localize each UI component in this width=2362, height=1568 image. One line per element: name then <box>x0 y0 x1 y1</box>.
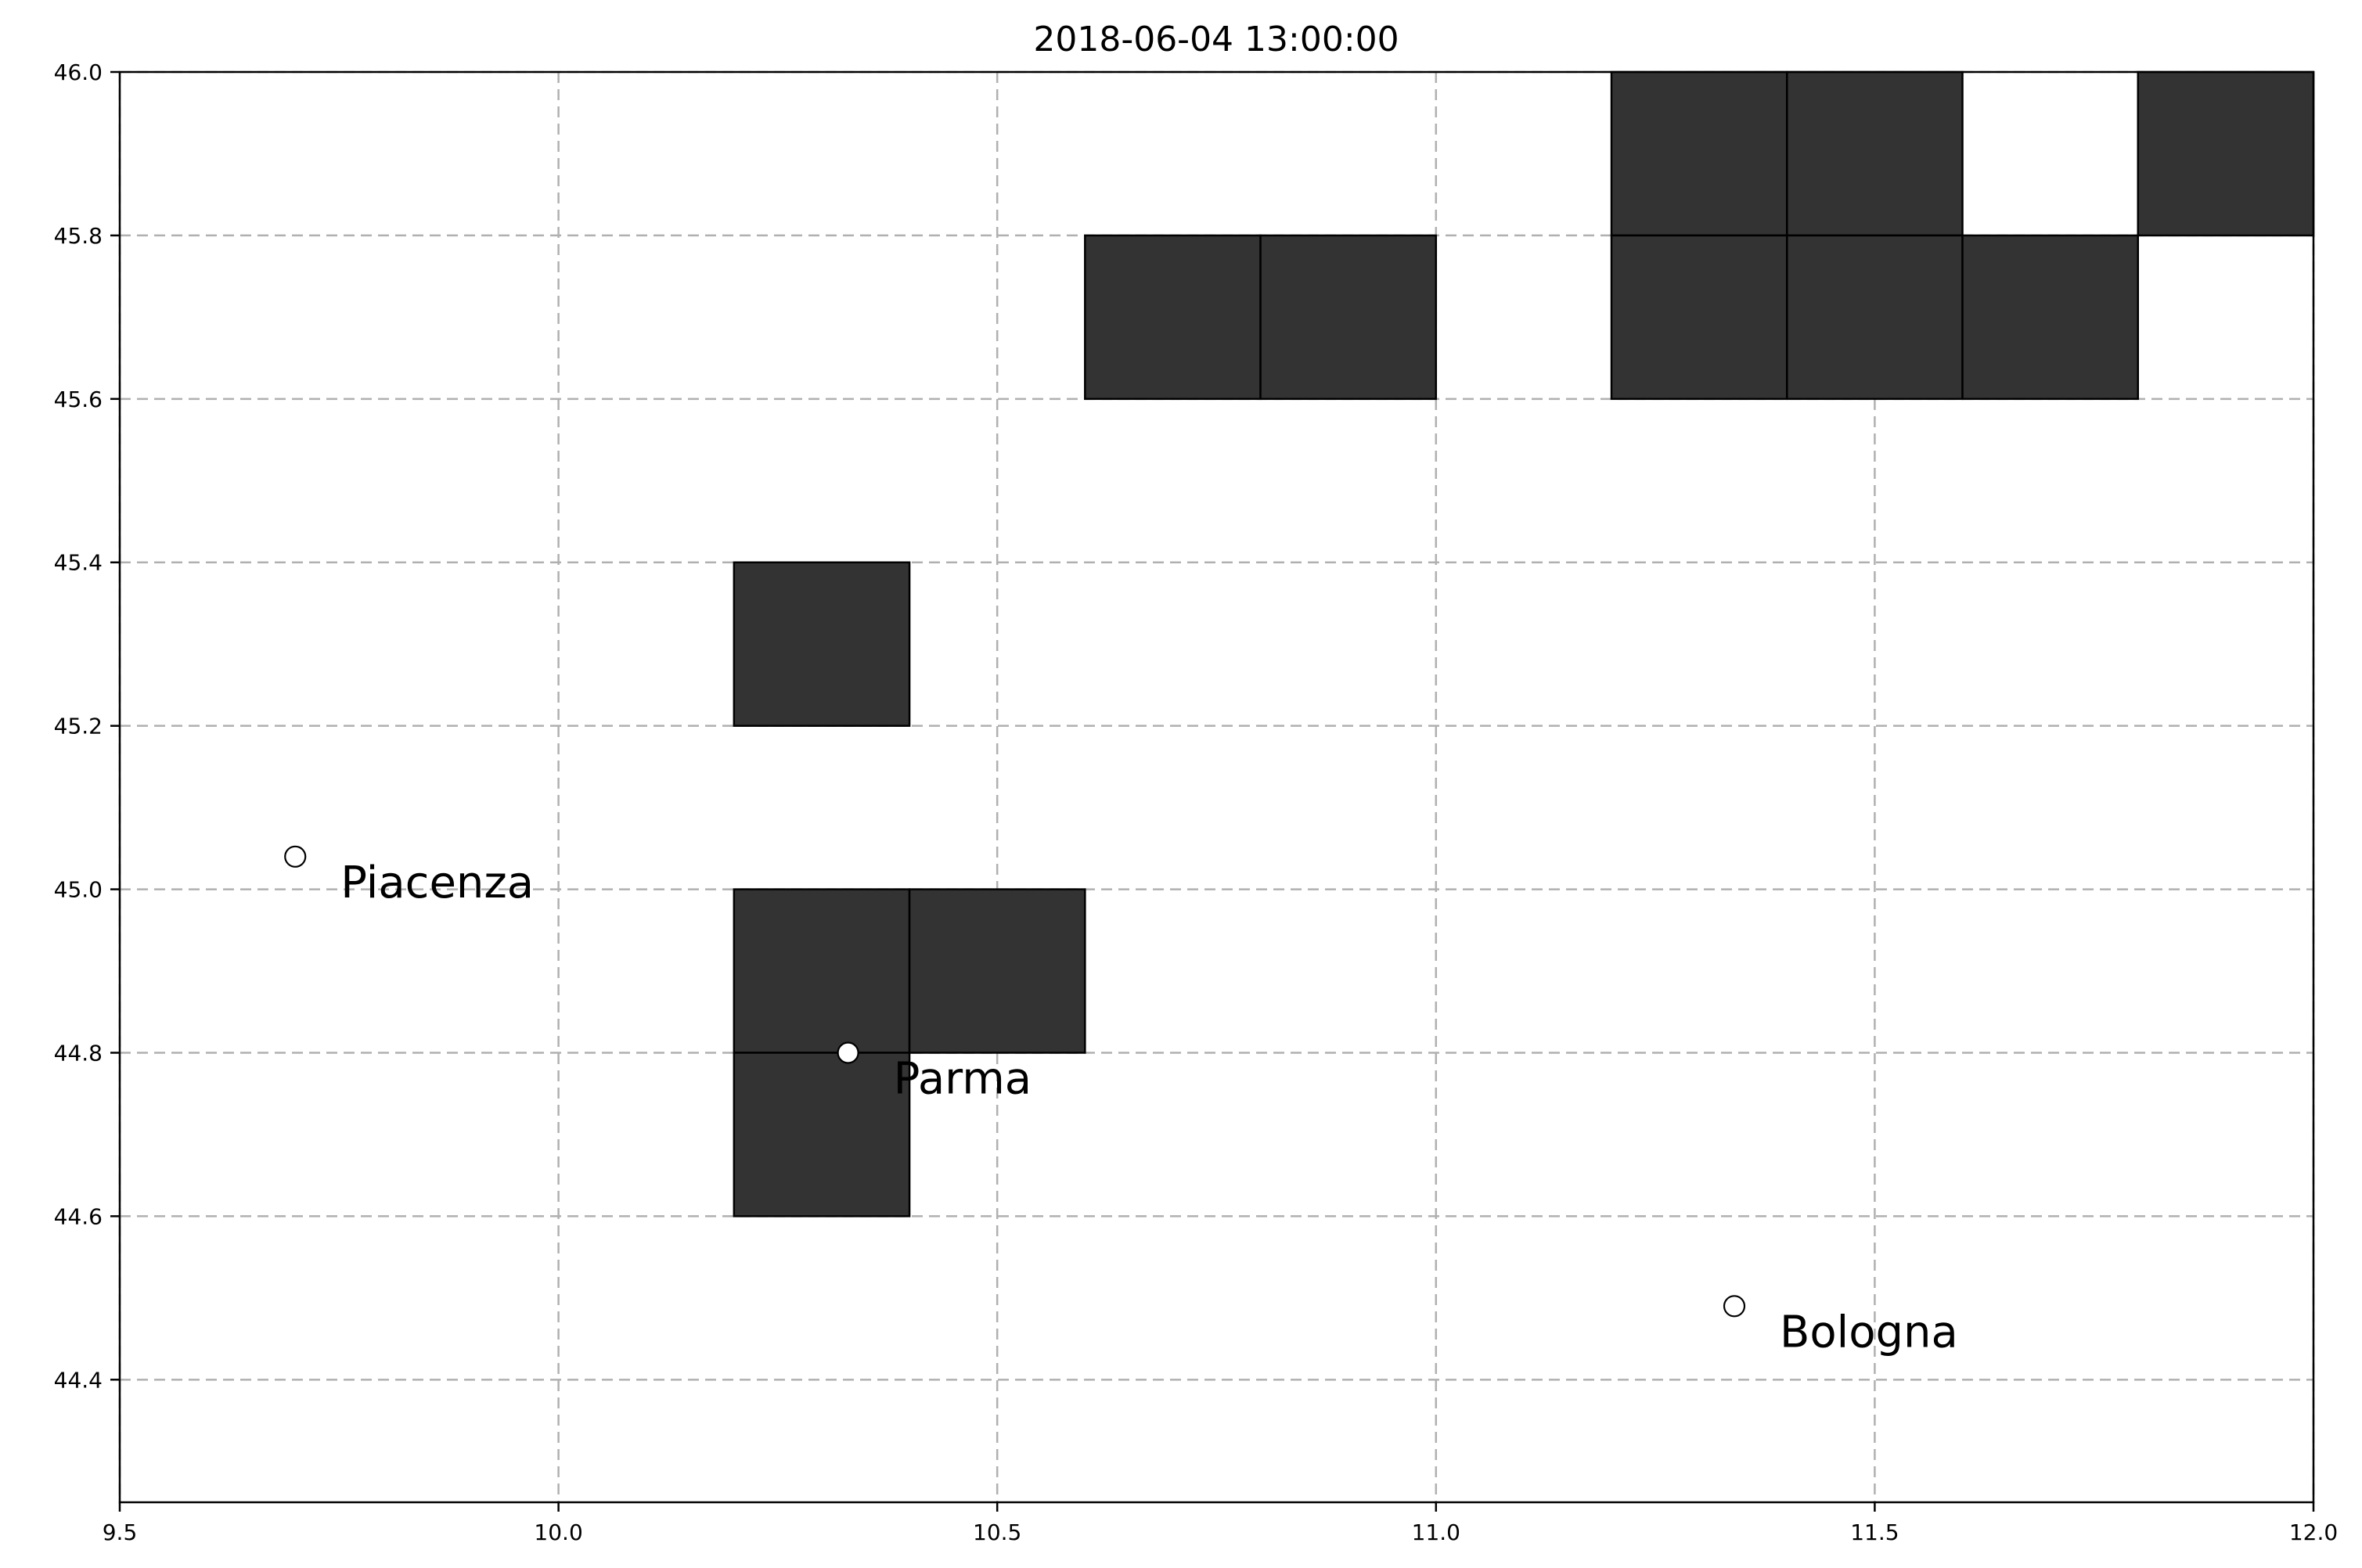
y-tick-label-8: 46.0 <box>54 59 103 85</box>
city-marker-bologna <box>1723 1295 1746 1318</box>
x-tick-label-2: 10.5 <box>973 1519 1021 1545</box>
city-label-parma: Parma <box>894 1053 1032 1104</box>
y-tick-label-1: 44.6 <box>54 1203 103 1229</box>
city-marker-piacenza <box>284 845 307 868</box>
grid-cell-8 <box>733 561 911 727</box>
x-tick-label-1: 10.0 <box>534 1519 582 1545</box>
x-tick-label-0: 9.5 <box>103 1519 138 1545</box>
grid-cell-0 <box>1610 70 1788 237</box>
grid-cell-3 <box>1084 234 1262 401</box>
grid-cell-2 <box>2137 70 2315 237</box>
axis-ticks: 9.5 10.0 10.5 11.0 11.5 12.0 44.4 44.6 44.8 45.0 4… <box>54 59 2339 1545</box>
grid-cells <box>733 70 2315 1217</box>
grid-cell-4 <box>1259 234 1438 401</box>
chart-title: 2018-06-04 13:00:00 <box>1033 20 1399 59</box>
grid-cell-5 <box>1610 234 1788 401</box>
grid-cell-11 <box>733 1052 911 1217</box>
x-tick-label-3: 11.0 <box>1412 1519 1460 1545</box>
grid-cell-7 <box>1961 234 2140 401</box>
city-label-piacenza: Piacenza <box>340 858 534 908</box>
grid-cell-6 <box>1786 234 1964 401</box>
y-tick-label-3: 45.0 <box>54 877 103 903</box>
y-tick-label-5: 45.4 <box>54 550 103 576</box>
plot-frame <box>118 70 2315 1504</box>
x-tick-label-4: 11.5 <box>1850 1519 1899 1545</box>
city-label-bologna: Bologna <box>1780 1307 1958 1358</box>
city-markers: Piacenza Parma Bologna <box>284 845 1958 1358</box>
y-tick-label-4: 45.2 <box>54 714 103 739</box>
grid-cell-10 <box>908 888 1086 1054</box>
y-tick-label-0: 44.4 <box>54 1367 103 1393</box>
grid-cell-1 <box>1786 70 1964 237</box>
y-tick-label-7: 45.8 <box>54 223 103 249</box>
grid-cell-9 <box>733 888 911 1054</box>
city-marker-parma <box>837 1041 859 1064</box>
x-tick-label-5: 12.0 <box>2289 1519 2338 1545</box>
y-tick-label-2: 44.8 <box>54 1040 103 1066</box>
y-tick-label-6: 45.6 <box>54 387 103 412</box>
